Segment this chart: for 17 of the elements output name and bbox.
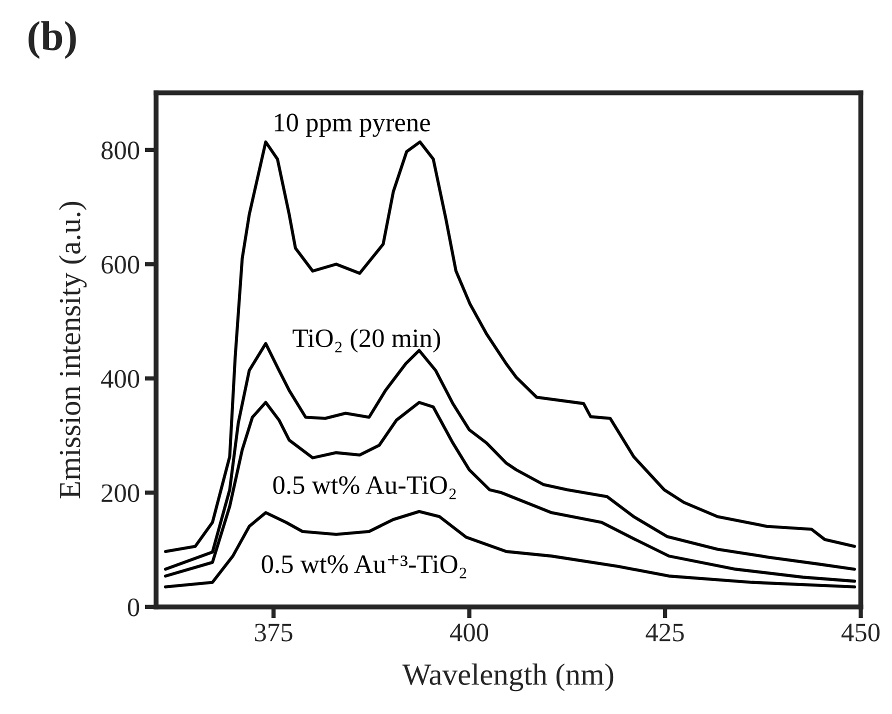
y-tick-label: 600 — [102, 256, 140, 274]
x-tick-label: 400 — [450, 624, 488, 642]
y-tick-label: 800 — [102, 142, 140, 160]
y-axis-title: Emission intensity (a.u.) — [58, 202, 87, 498]
x-tick-label: 450 — [842, 624, 880, 642]
y-tick-label: 200 — [102, 484, 140, 502]
series-label: 0.5 wt% Au-TiO₂ — [273, 476, 456, 500]
series-label: 10 ppm pyrene — [274, 114, 430, 137]
series-label: TiO₂ (20 min) — [292, 328, 440, 353]
y-tick-label: 0 — [128, 598, 140, 616]
x-tick-label: 425 — [646, 624, 684, 642]
y-tick-label: 400 — [101, 370, 140, 388]
series-label: 0.5 wt% Au⁺³-TiO₂ — [262, 554, 466, 578]
x-axis-title: Wavelength (nm) — [402, 663, 614, 692]
x-tick-label: 375 — [255, 624, 292, 642]
line-series — [164, 510, 856, 588]
chart-title: (b) — [28, 21, 76, 59]
